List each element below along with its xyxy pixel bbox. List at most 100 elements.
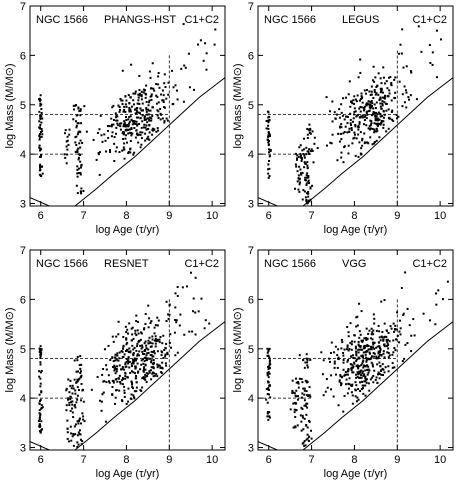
data-point: [363, 119, 366, 122]
data-point: [300, 378, 303, 381]
data-point: [382, 110, 385, 113]
data-point: [124, 372, 127, 375]
data-point: [40, 135, 43, 138]
data-point: [144, 96, 147, 99]
data-point: [121, 366, 124, 369]
data-point: [405, 106, 408, 109]
data-point: [328, 360, 331, 363]
data-point: [130, 398, 133, 401]
data-point: [352, 357, 355, 360]
data-point: [113, 367, 116, 370]
data-point: [308, 129, 311, 132]
data-point: [295, 395, 298, 398]
data-point: [110, 135, 113, 138]
data-point: [157, 364, 160, 367]
data-point: [408, 98, 411, 101]
data-point: [140, 332, 143, 335]
data-point: [268, 133, 271, 136]
data-point: [306, 433, 309, 436]
data-point: [382, 96, 385, 99]
data-point: [342, 351, 345, 354]
data-point: [401, 105, 404, 108]
data-point: [267, 143, 270, 146]
data-point: [377, 341, 380, 344]
data-point: [341, 341, 344, 344]
data-point: [111, 131, 114, 134]
data-point: [268, 135, 271, 138]
data-point: [121, 149, 124, 152]
data-point: [325, 144, 328, 147]
data-point: [344, 371, 347, 374]
data-point: [346, 325, 349, 328]
data-point: [382, 338, 385, 341]
data-point: [298, 183, 301, 186]
data-point: [340, 375, 343, 378]
data-point: [134, 112, 137, 115]
plot-frame: [257, 5, 454, 207]
data-point: [383, 322, 386, 325]
y-tick-label: 6: [248, 294, 254, 306]
data-point: [352, 99, 355, 102]
data-point: [197, 310, 200, 313]
data-point: [369, 136, 372, 139]
y-tick-label: 4: [20, 393, 26, 405]
data-point: [310, 148, 313, 151]
plot-area: [30, 271, 225, 450]
data-point: [140, 126, 143, 129]
data-point: [77, 107, 80, 110]
data-point: [395, 113, 398, 116]
data-point: [343, 394, 346, 397]
data-point: [359, 376, 362, 379]
x-tick-label: 7: [309, 454, 315, 466]
data-point: [351, 371, 354, 374]
data-point: [390, 327, 393, 330]
data-point: [39, 345, 42, 348]
data-point: [307, 180, 310, 183]
plot-frame: [257, 249, 454, 451]
data-point: [67, 378, 70, 381]
data-point: [361, 372, 364, 375]
data-point: [268, 148, 271, 151]
data-point: [340, 103, 343, 106]
data-point: [355, 350, 358, 353]
data-point: [403, 357, 406, 360]
data-point: [154, 335, 157, 338]
data-point: [72, 444, 75, 447]
data-point: [141, 350, 144, 353]
data-point: [374, 76, 377, 79]
data-point: [148, 116, 151, 119]
data-point: [174, 354, 177, 357]
data-point: [331, 120, 334, 123]
data-point: [309, 429, 312, 432]
data-point: [266, 138, 269, 141]
data-point: [68, 401, 71, 404]
x-tick-label: 7: [81, 210, 87, 222]
galaxy-name: NGC 1566: [264, 258, 316, 270]
data-point: [39, 356, 42, 359]
data-point: [371, 363, 374, 366]
data-point: [65, 145, 68, 148]
data-point: [370, 105, 373, 108]
data-point: [363, 132, 366, 135]
data-point: [127, 362, 130, 365]
data-point: [152, 366, 155, 369]
data-point: [379, 339, 382, 342]
data-point: [267, 127, 270, 130]
data-point: [39, 102, 42, 105]
data-point: [306, 127, 309, 130]
data-point: [38, 110, 41, 113]
data-point: [148, 131, 151, 134]
data-point: [300, 159, 303, 162]
data-point: [144, 92, 147, 95]
data-point: [346, 122, 349, 125]
data-point: [132, 99, 135, 102]
data-point: [115, 335, 118, 338]
data-point: [379, 350, 382, 353]
data-point: [361, 360, 364, 363]
data-point: [151, 342, 154, 345]
data-point: [39, 425, 42, 428]
data-point: [71, 400, 74, 403]
data-point: [374, 93, 377, 96]
data-point: [100, 409, 103, 412]
data-point: [140, 109, 143, 112]
